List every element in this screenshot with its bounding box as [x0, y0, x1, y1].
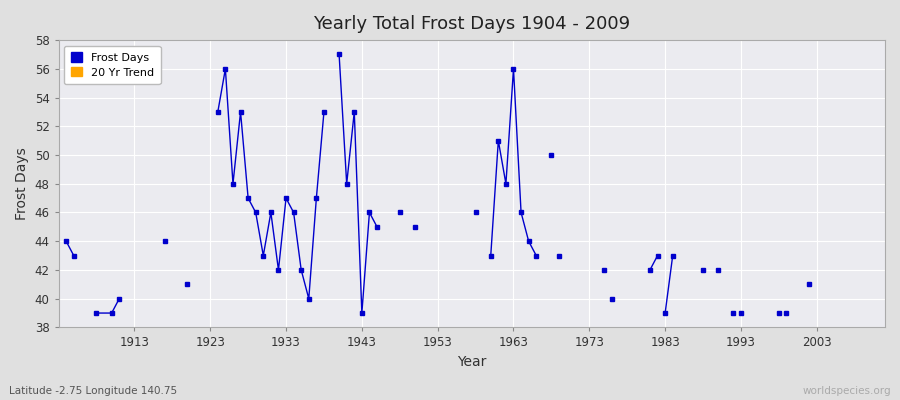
Y-axis label: Frost Days: Frost Days [15, 147, 29, 220]
Text: worldspecies.org: worldspecies.org [803, 386, 891, 396]
Text: Latitude -2.75 Longitude 140.75: Latitude -2.75 Longitude 140.75 [9, 386, 177, 396]
X-axis label: Year: Year [457, 355, 487, 369]
Title: Yearly Total Frost Days 1904 - 2009: Yearly Total Frost Days 1904 - 2009 [313, 15, 630, 33]
Legend: Frost Days, 20 Yr Trend: Frost Days, 20 Yr Trend [64, 46, 160, 84]
